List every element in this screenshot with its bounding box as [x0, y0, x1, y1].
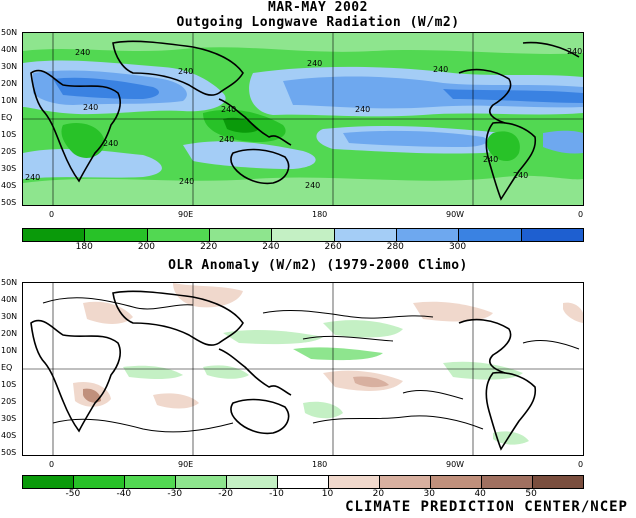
colorbar-swatch	[482, 476, 533, 488]
graticule	[23, 33, 583, 205]
colorbar-swatch	[459, 229, 522, 241]
lat-tick: 10N	[1, 346, 18, 355]
lat-tick: 20N	[1, 329, 18, 338]
lon-tick: 90E	[178, 210, 194, 219]
colorbar-label: -30	[167, 489, 183, 499]
colorbar-swatch	[125, 476, 176, 488]
colorbar-swatch	[396, 229, 460, 241]
contour-label: 240	[83, 103, 99, 112]
lat-tick: 20N	[1, 79, 18, 88]
anomaly-colorbar	[22, 475, 584, 489]
anomaly-graticule	[23, 283, 583, 455]
colorbar-swatch	[209, 229, 273, 241]
lon-tick: 90W	[446, 460, 465, 469]
colorbar-label: 200	[137, 242, 156, 252]
colorbar-swatch	[176, 476, 227, 488]
lat-tick: 20S	[1, 397, 17, 406]
lat-tick: 50N	[1, 28, 18, 37]
contour-label: 240	[483, 155, 499, 164]
colorbar-label: -20	[218, 489, 233, 499]
contour-label: 240	[433, 65, 449, 74]
lat-tick: 40S	[1, 431, 17, 440]
lat-tick: 50S	[1, 448, 17, 457]
contour-label: 240	[221, 105, 237, 114]
olr-total-map: 240 240 240 240 240 240 240 240 240 240 …	[22, 32, 584, 206]
lat-tick: 40S	[1, 181, 17, 190]
contour-label: 240	[355, 105, 371, 114]
credit-text: CLIMATE PREDICTION CENTER/NCEP	[345, 499, 628, 515]
contour-label: 240	[567, 47, 583, 56]
lat-tick: 30N	[1, 312, 18, 321]
lat-tick: 30S	[1, 164, 17, 173]
lon-tick: 0	[578, 460, 584, 469]
colorbar-swatch	[521, 229, 583, 241]
contour-label: 240	[75, 48, 91, 57]
colorbar-label: 40	[474, 489, 486, 499]
colorbar-label: 260	[324, 242, 342, 252]
colorbar-swatch	[147, 229, 210, 241]
olr-title: Outgoing Longwave Radiation (W/m2)	[176, 15, 460, 30]
colorbar-swatch	[278, 476, 329, 488]
lat-tick: EQ	[1, 113, 13, 122]
colorbar-label: -40	[116, 489, 132, 499]
lat-tick: 10S	[1, 380, 17, 389]
lat-tick: 30N	[1, 62, 18, 71]
colorbar-swatch	[23, 229, 86, 241]
lat-tick: 40N	[1, 295, 18, 304]
colorbar-label: 300	[448, 242, 467, 252]
lat-tick: 10N	[1, 96, 18, 105]
olr-colorbar	[22, 228, 584, 242]
lat-tick: 30S	[1, 414, 17, 423]
lon-tick: 0	[49, 210, 55, 219]
lat-tick: 40N	[1, 45, 18, 54]
lon-tick: 180	[312, 460, 328, 469]
colorbar-swatch	[533, 476, 583, 488]
contour-label: 240	[103, 139, 119, 148]
colorbar-label: 50	[525, 489, 537, 499]
colorbar-label: 280	[386, 242, 404, 252]
lat-tick: EQ	[1, 363, 13, 372]
lon-tick: 90E	[178, 460, 194, 469]
anomaly-title: OLR Anomaly (W/m2) (1979-2000 Climo)	[168, 258, 468, 273]
lat-tick: 10S	[1, 130, 17, 139]
contour-label: 240	[25, 173, 41, 182]
contour-label: 240	[307, 59, 323, 68]
olr-total-field	[23, 33, 583, 205]
colorbar-label: 240	[262, 242, 280, 252]
colorbar-swatch	[431, 476, 482, 488]
colorbar-label: -50	[65, 489, 81, 499]
colorbar-swatch	[23, 476, 74, 488]
lat-tick: 50S	[1, 198, 17, 207]
lon-tick: 180	[312, 210, 328, 219]
colorbar-swatch	[227, 476, 278, 488]
contour-label: 240	[513, 171, 529, 180]
contour-label: 240	[305, 181, 321, 190]
colorbar-label: 180	[75, 242, 93, 252]
contour-label: 240	[179, 177, 195, 186]
colorbar-swatch	[272, 229, 335, 241]
colorbar-swatch	[329, 476, 380, 488]
contour-label: 240	[178, 67, 194, 76]
period-title: MAR-MAY 2002	[268, 0, 368, 15]
colorbar-label: -10	[269, 489, 284, 499]
olr-anomaly-field	[23, 283, 583, 455]
lat-tick: 20S	[1, 147, 17, 156]
colorbar-swatch	[380, 476, 431, 488]
lat-tick: 50N	[1, 278, 18, 287]
olr-anomaly-map	[22, 282, 584, 456]
lon-tick: 0	[49, 460, 55, 469]
lon-tick: 0	[578, 210, 584, 219]
colorbar-label: 10	[321, 489, 334, 499]
colorbar-swatch	[74, 476, 125, 488]
colorbar-swatch	[85, 229, 148, 241]
contour-label: 240	[219, 135, 235, 144]
lon-tick: 90W	[446, 210, 465, 219]
colorbar-label: 30	[423, 489, 435, 499]
colorbar-label: 20	[372, 489, 385, 499]
colorbar-swatch	[334, 229, 397, 241]
anomaly-contours	[42, 297, 580, 433]
colorbar-label: 220	[200, 242, 218, 252]
